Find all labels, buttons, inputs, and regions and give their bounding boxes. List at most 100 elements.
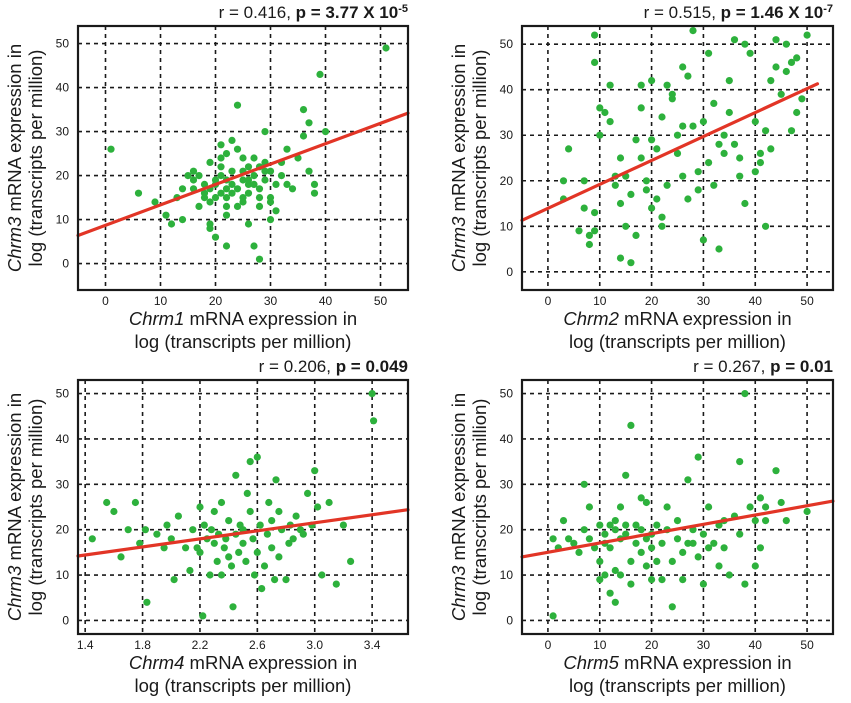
data-point — [653, 195, 661, 203]
y-axis-title: Chrm3 mRNA expression in — [4, 44, 25, 272]
data-point — [275, 553, 283, 561]
data-point — [196, 548, 204, 557]
data-point — [88, 535, 96, 543]
data-point — [585, 535, 594, 543]
data-point — [596, 521, 604, 529]
data-point — [601, 108, 609, 117]
data-point — [283, 145, 291, 153]
data-point — [299, 132, 308, 140]
data-point — [658, 576, 666, 584]
data-point — [606, 118, 614, 126]
y-tick-label: 50 — [56, 37, 70, 51]
plot-frame — [76, 24, 410, 292]
data-point — [580, 177, 588, 185]
data-point — [699, 118, 708, 126]
plot-frame — [76, 378, 410, 636]
x-axis-title-line2: log (transcripts per million) — [569, 331, 786, 352]
x-tick-label: 0 — [545, 294, 552, 308]
x-axis-title-line2: log (transcripts per million) — [135, 675, 352, 696]
y-tick-label: 50 — [500, 387, 514, 401]
x-tick-label: 50 — [800, 294, 814, 308]
data-point — [668, 603, 676, 611]
data-point — [167, 535, 175, 543]
data-point — [250, 154, 258, 162]
data-point — [637, 104, 645, 112]
data-point — [162, 211, 170, 219]
x-axis-title: Chrm1 mRNA expression in — [129, 308, 357, 329]
data-point — [575, 227, 583, 235]
data-point — [580, 204, 588, 212]
data-point — [694, 186, 702, 194]
data-point — [627, 259, 635, 267]
data-point — [217, 571, 226, 579]
data-point — [318, 571, 326, 579]
x-tick-label: 0 — [545, 638, 552, 652]
x-tick-label: 3.4 — [364, 638, 381, 652]
data-point — [339, 521, 347, 529]
data-point — [246, 458, 254, 466]
data-point — [310, 180, 319, 188]
data-point — [756, 544, 765, 552]
data-point — [762, 222, 770, 230]
data-point — [255, 185, 264, 193]
data-point — [642, 186, 651, 194]
data-point — [222, 185, 231, 193]
data-point — [239, 154, 247, 162]
data-point — [235, 548, 243, 557]
data-point — [292, 512, 300, 520]
data-point — [549, 612, 557, 620]
data-point — [679, 63, 687, 71]
data-point — [616, 199, 625, 208]
data-point — [627, 580, 635, 588]
y-axis-title: Chrm3 mRNA expression in — [4, 393, 25, 621]
data-point — [673, 517, 682, 525]
data-point — [261, 176, 269, 184]
data-point — [705, 159, 713, 167]
data-point — [673, 149, 682, 157]
data-point — [622, 222, 630, 230]
data-point — [141, 526, 149, 534]
data-point — [233, 202, 242, 210]
data-point — [663, 181, 671, 189]
data-point — [239, 539, 247, 547]
data-point — [596, 557, 604, 566]
data-point — [239, 194, 247, 202]
data-point — [777, 90, 785, 98]
data-point — [611, 181, 619, 189]
data-point — [222, 202, 231, 210]
x-tick-label: 1.8 — [134, 638, 151, 652]
data-point — [798, 95, 806, 103]
y-tick-label: 0 — [62, 613, 69, 627]
data-point — [715, 245, 723, 253]
x-tick-label: 3.0 — [306, 638, 323, 652]
data-point — [648, 136, 656, 144]
data-point — [642, 498, 651, 507]
stat-label: r = 0.267, p = 0.01 — [693, 357, 833, 376]
data-point — [689, 122, 697, 130]
data-point — [244, 176, 253, 184]
data-point — [591, 227, 599, 235]
x-tick-label: 30 — [697, 638, 711, 652]
y-tick-label: 40 — [500, 432, 514, 446]
data-point — [741, 199, 749, 208]
data-point — [715, 140, 723, 148]
data-point — [207, 526, 215, 534]
data-point — [268, 517, 276, 525]
data-point — [616, 254, 625, 262]
data-point — [316, 70, 324, 78]
x-tick-label: 2.2 — [192, 638, 209, 652]
data-point — [653, 557, 661, 566]
data-point — [777, 498, 785, 507]
data-point — [575, 548, 583, 557]
data-point — [622, 471, 630, 479]
data-point — [314, 503, 322, 511]
data-point — [720, 149, 728, 157]
data-point — [289, 535, 297, 543]
plot-frame — [520, 24, 835, 292]
data-point — [710, 99, 718, 107]
x-tick-label: 10 — [593, 638, 607, 652]
data-point — [746, 49, 754, 57]
chart-panel-chrm5: r = 0.267, p = 0.01 0 10 20 30 40 50 0 10 20 30 4… — [448, 357, 835, 696]
y-axis-title-line2: log (transcripts per million) — [25, 50, 46, 267]
